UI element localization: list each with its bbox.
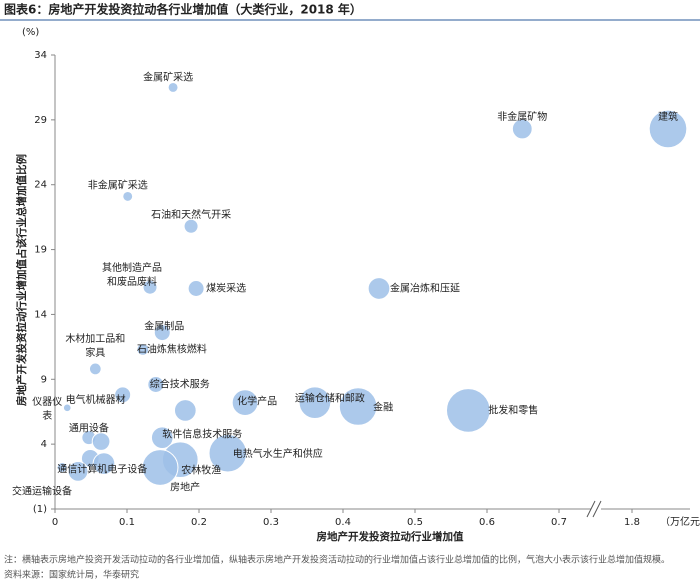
bubble xyxy=(648,109,688,149)
bubble xyxy=(153,324,171,342)
bubble xyxy=(67,460,89,482)
bubble xyxy=(142,279,158,295)
y-tick-label: 34 xyxy=(34,50,47,61)
bubble xyxy=(231,389,259,417)
chart-title: 图表6：房地产开发投资拉动各行业增加值（大类行业，2018 年） xyxy=(4,2,362,17)
y-unit: (%) xyxy=(22,27,39,38)
point-label: 通信计算机电子设备 xyxy=(57,462,147,475)
bubble xyxy=(91,432,111,451)
y-tick-label: 9 xyxy=(41,374,47,385)
point-label: 石油炼焦核燃料 xyxy=(137,342,207,355)
y-axis-label: 房地产开发投资拉动行业增加值占该行业总增加值比例 xyxy=(15,154,28,406)
point-label: 金属冶炼和压延 xyxy=(390,281,460,294)
point-label: 金属矿采选 xyxy=(143,70,193,83)
bubble xyxy=(208,433,248,473)
x-tick-label: 0.5 xyxy=(407,517,423,528)
point-label: 通用设备 xyxy=(69,422,109,435)
bubble xyxy=(187,280,205,297)
axis-break xyxy=(592,500,602,518)
x-tick-label: 0.6 xyxy=(479,517,495,528)
point-label: 非金属矿物 xyxy=(497,110,547,123)
point-label: 仪器仪 xyxy=(32,396,62,408)
point-label: 非金属矿采选 xyxy=(88,178,148,191)
point-label: 木材加工品和 xyxy=(65,332,125,345)
y-tick-label: 19 xyxy=(34,245,47,256)
point-label: 表 xyxy=(42,409,52,422)
point-label: 批发和零售 xyxy=(488,403,538,416)
x-tick-label: 0.2 xyxy=(191,517,207,528)
point-label: 软件信息技术服务 xyxy=(162,428,242,441)
point-label: 电气机械器材 xyxy=(66,393,126,406)
point-label: 电热气水生产和供应 xyxy=(233,447,323,460)
point-label: 其他制造产品 xyxy=(102,261,162,274)
point-label: 化学产品 xyxy=(237,395,277,408)
note: 注：横轴表示房地产投资开发活动拉动的各行业增加值，纵轴表示房地产开发投资活动拉动… xyxy=(4,554,670,566)
bubble xyxy=(114,386,132,404)
bubble xyxy=(167,81,179,93)
point-label: 和废品废料 xyxy=(107,275,157,288)
point-label: 家具 xyxy=(85,346,105,359)
bubble xyxy=(338,387,378,426)
bubble xyxy=(136,343,150,356)
bubble xyxy=(141,449,179,486)
source: 资料来源：国家统计局，华泰研究 xyxy=(4,569,139,581)
axis-break-gap xyxy=(591,503,601,515)
point-label: 金融 xyxy=(373,401,393,414)
x-axis-label: 房地产开发投资拉动行业增加值 xyxy=(317,530,464,543)
x-tick-label: 0 xyxy=(52,517,58,528)
bubble xyxy=(122,190,134,202)
y-tick-label: 14 xyxy=(34,309,47,320)
point-label: 石油和天然气开采 xyxy=(151,208,231,221)
point-label: 交通运输设备 xyxy=(12,484,72,497)
x-tick-label: 0.1 xyxy=(119,517,135,528)
y-tick-label: (1) xyxy=(33,504,47,515)
bubble xyxy=(88,362,102,376)
bubble xyxy=(183,218,199,234)
bubble xyxy=(147,375,165,393)
axis-break xyxy=(586,500,596,518)
x-tick-label: 0.3 xyxy=(263,517,279,528)
point-label: 房地产 xyxy=(170,480,200,493)
y-tick-label: 24 xyxy=(34,180,47,191)
point-label: 金属制品 xyxy=(144,320,184,333)
bubble xyxy=(367,277,391,300)
point-label: 运输仓储和邮政 xyxy=(295,392,365,405)
bubble xyxy=(511,118,533,140)
x-unit: （万亿元） xyxy=(660,515,700,528)
point-label: 农林牧渔 xyxy=(181,464,221,477)
y-tick-label: 4 xyxy=(41,439,47,450)
x-tick-label: 0.4 xyxy=(335,517,351,528)
bubble xyxy=(150,426,174,450)
point-label: 煤炭采选 xyxy=(206,281,246,294)
bubble xyxy=(62,403,72,413)
point-label: 建筑 xyxy=(658,110,678,123)
point-label: 综合技术服务 xyxy=(150,377,210,390)
x-tick-label: 0.7 xyxy=(551,517,567,528)
x-tick-label: 1.8 xyxy=(624,517,640,528)
bubble xyxy=(92,452,116,475)
bubble xyxy=(173,399,197,422)
bubble xyxy=(445,388,491,433)
bubble xyxy=(298,386,332,419)
bubble xyxy=(56,462,68,473)
y-tick-label: 29 xyxy=(34,115,47,126)
